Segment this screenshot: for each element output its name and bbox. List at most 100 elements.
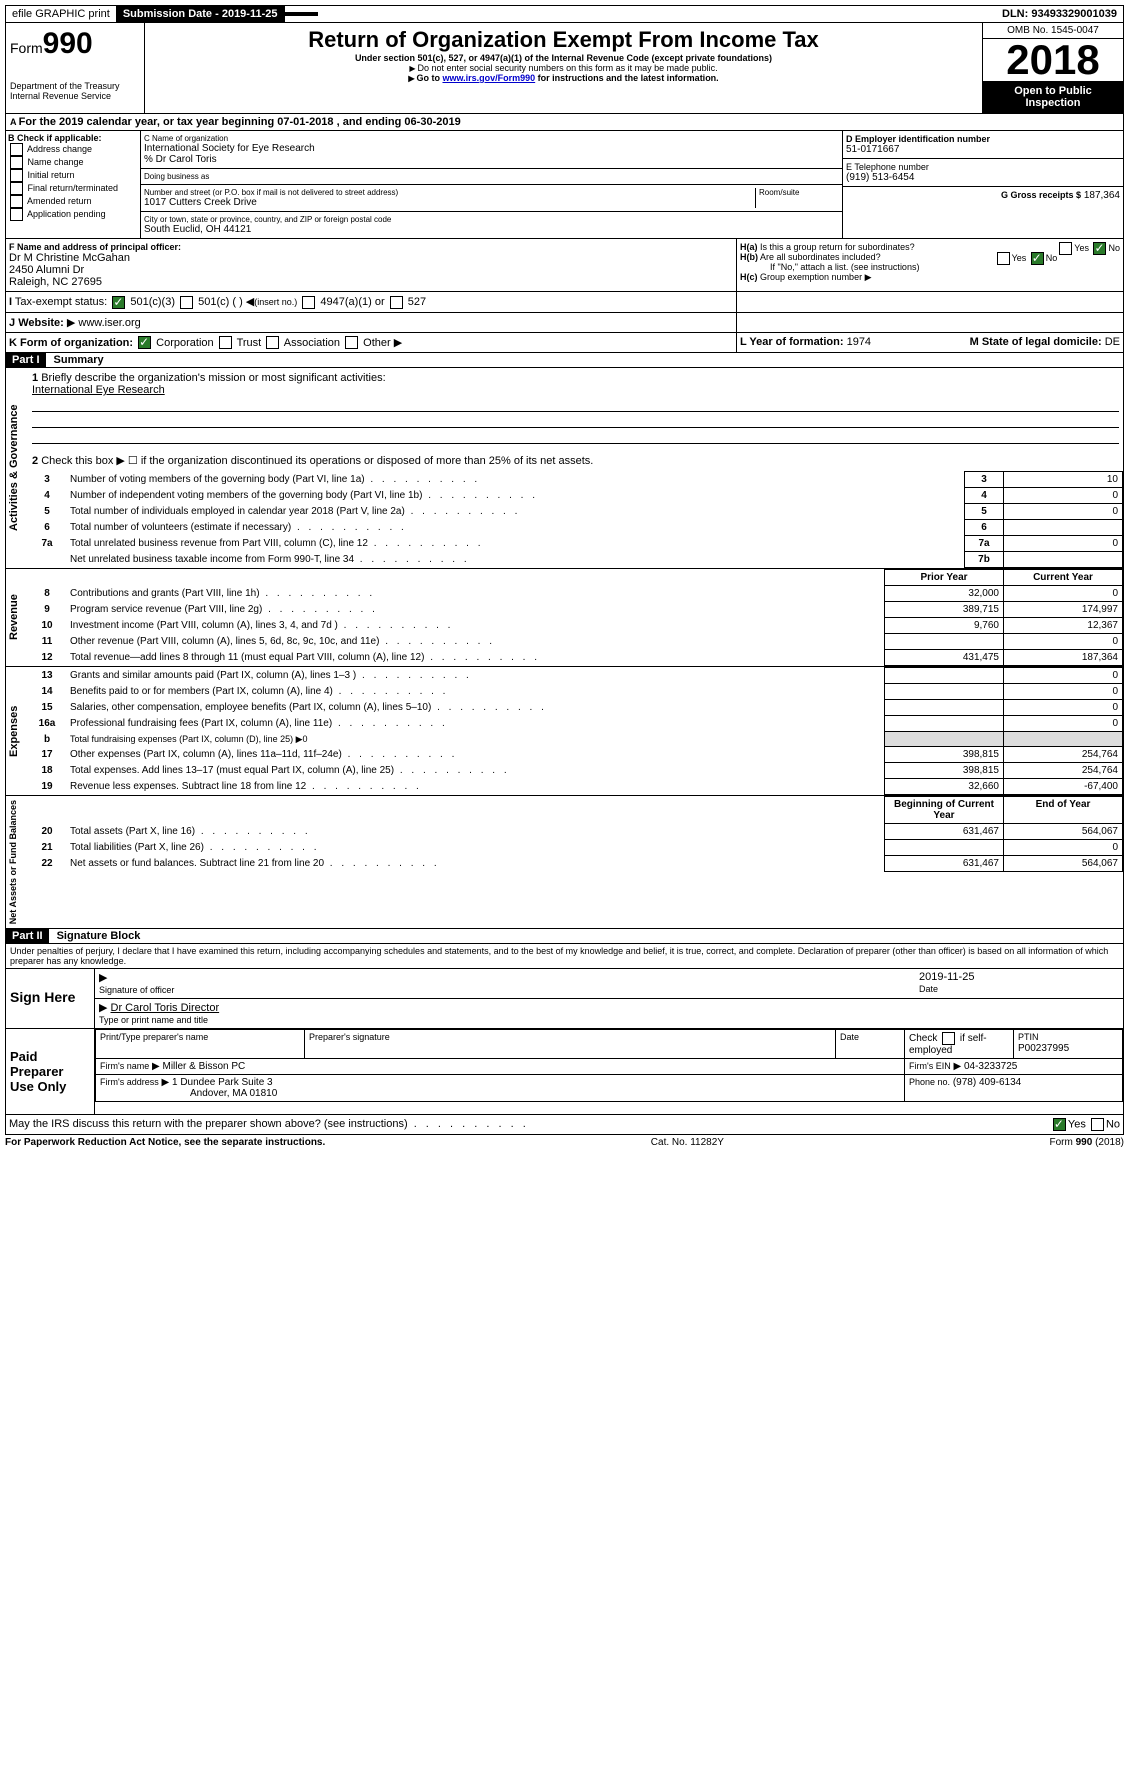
revenue-table: Prior YearCurrent Year8Contributions and… — [28, 569, 1123, 666]
hb-no[interactable] — [1031, 252, 1044, 265]
hb-yes[interactable] — [997, 252, 1010, 265]
check-amended[interactable] — [10, 195, 23, 208]
info-grid: B Check if applicable: Address change Na… — [5, 131, 1124, 239]
revenue-section: Revenue Prior YearCurrent Year8Contribut… — [5, 569, 1124, 667]
irs-link[interactable]: www.irs.gov/Form990 — [442, 73, 535, 83]
submission-date: Submission Date - 2019-11-25 — [117, 6, 285, 22]
firm-phone: (978) 409-6134 — [953, 1077, 1021, 1088]
street: 1017 Cutters Creek Drive — [144, 197, 755, 208]
dba-label: Doing business as — [144, 172, 839, 181]
chk-corp[interactable] — [138, 336, 151, 349]
firm-ein-label: Firm's EIN — [909, 1061, 951, 1071]
goto-post: for instructions and the latest informat… — [535, 73, 719, 83]
gross-label: G Gross receipts $ — [1001, 190, 1081, 200]
discuss-row: May the IRS discuss this return with the… — [5, 1115, 1124, 1135]
check-address[interactable] — [10, 143, 23, 156]
website-label: Website: — [18, 317, 64, 329]
year-form-val: 1974 — [847, 336, 871, 348]
side-revenue: Revenue — [6, 569, 28, 666]
chk-assoc[interactable] — [266, 336, 279, 349]
discuss-no[interactable] — [1091, 1118, 1104, 1131]
part1-title: Summary — [46, 354, 104, 366]
check-name[interactable] — [10, 156, 23, 169]
governance-section: Activities & Governance 1 Briefly descri… — [5, 368, 1124, 569]
footer-center: Cat. No. 11282Y — [651, 1137, 724, 1148]
addr-label: Number and street (or P.O. box if mail i… — [144, 188, 755, 197]
officer-name: Dr M Christine McGahan — [9, 252, 733, 264]
ein-label: D Employer identification number — [846, 134, 1120, 144]
sign-label: Sign Here — [6, 969, 95, 1028]
phone-value: (919) 513-6454 — [846, 172, 1120, 183]
chk-trust[interactable] — [219, 336, 232, 349]
check-final[interactable] — [10, 182, 23, 195]
goto-pre: Go to — [408, 73, 442, 83]
org-name-label: C Name of organization — [144, 134, 839, 143]
box-b-title: B Check if applicable: — [8, 133, 138, 143]
officer-addr2: Raleigh, NC 27695 — [9, 276, 733, 288]
dropdown-icon[interactable] — [285, 12, 318, 16]
form-subtitle: Under section 501(c), 527, or 4947(a)(1)… — [149, 53, 978, 63]
discuss-yes[interactable] — [1053, 1118, 1066, 1131]
governance-table: 3Number of voting members of the governi… — [28, 471, 1123, 568]
tax-status-label: Tax-exempt status: — [15, 296, 107, 308]
sig-date-label: Date — [919, 984, 938, 994]
mission-value: International Eye Research — [32, 384, 165, 396]
footer-left: For Paperwork Reduction Act Notice, see … — [5, 1137, 325, 1148]
firm-name: Miller & Bisson PC — [162, 1061, 245, 1072]
ssn-note: Do not enter social security numbers on … — [149, 63, 978, 73]
row-k: K Form of organization: Corporation Trus… — [5, 333, 1124, 354]
sign-here: Sign Here ▶Signature of officer 2019-11-… — [5, 969, 1124, 1029]
form-prefix: Form — [10, 40, 43, 56]
city-label: City or town, state or province, country… — [144, 215, 839, 224]
irs-label: Internal Revenue Service — [10, 91, 140, 101]
officer-label: F Name and address of principal officer: — [9, 242, 733, 252]
expenses-table: 13Grants and similar amounts paid (Part … — [28, 667, 1123, 795]
open-public: Open to Public Inspection — [983, 81, 1123, 113]
room-label: Room/suite — [759, 188, 839, 197]
ptin-label: PTIN — [1018, 1032, 1039, 1042]
gross-value: 187,364 — [1084, 190, 1120, 201]
h-a: Is this a group return for subordinates? — [760, 242, 915, 252]
ha-yes[interactable] — [1059, 242, 1072, 255]
h-note: If "No," attach a list. (see instruction… — [740, 262, 1120, 272]
check-initial[interactable] — [10, 169, 23, 182]
form-title: Return of Organization Exempt From Incom… — [149, 27, 978, 53]
sig-type-label: Type or print name and title — [99, 1015, 208, 1025]
row-f-h: F Name and address of principal officer:… — [5, 239, 1124, 292]
firm-addr-label: Firm's address — [100, 1077, 159, 1087]
expenses-section: Expenses 13Grants and similar amounts pa… — [5, 667, 1124, 796]
org-name: International Society for Eye Research — [144, 143, 839, 154]
chk-other[interactable] — [345, 336, 358, 349]
line2: Check this box ▶ ☐ if the organization d… — [41, 455, 593, 467]
state-val: DE — [1105, 336, 1120, 348]
city: South Euclid, OH 44121 — [144, 224, 839, 235]
firm-phone-label: Phone no. — [909, 1077, 950, 1087]
mission-label: Briefly describe the organization's miss… — [41, 372, 385, 384]
top-toolbar: efile GRAPHIC print Submission Date - 20… — [5, 5, 1124, 23]
footer-right: Form 990 (2018) — [1050, 1137, 1125, 1148]
perjury-text: Under penalties of perjury, I declare th… — [5, 944, 1124, 969]
check-pending[interactable] — [10, 208, 23, 221]
side-governance: Activities & Governance — [6, 368, 28, 568]
chk-527[interactable] — [390, 296, 403, 309]
chk-501c[interactable] — [180, 296, 193, 309]
paid-label: Paid Preparer Use Only — [6, 1029, 95, 1114]
prep-date-h: Date — [840, 1032, 859, 1042]
paid-preparer: Paid Preparer Use Only Print/Type prepar… — [5, 1029, 1124, 1115]
sig-name: Dr Carol Toris Director — [111, 1002, 220, 1014]
org-co: % Dr Carol Toris — [144, 154, 839, 165]
officer-addr1: 2450 Alumni Dr — [9, 264, 733, 276]
phone-label: E Telephone number — [846, 162, 1120, 172]
chk-self-emp[interactable] — [942, 1032, 955, 1045]
dln-number: DLN: 93493329001039 — [996, 6, 1123, 22]
part2-header: Part II Signature Block — [5, 929, 1124, 944]
efile-label[interactable]: efile GRAPHIC print — [6, 6, 117, 22]
firm-addr2: Andover, MA 01810 — [100, 1088, 277, 1099]
ptin-val: P00237995 — [1018, 1043, 1069, 1054]
chk-501c3[interactable] — [112, 296, 125, 309]
dept-treasury: Department of the Treasury — [10, 81, 140, 91]
ha-no[interactable] — [1093, 242, 1106, 255]
year-form-label: L Year of formation: — [740, 336, 844, 348]
chk-4947[interactable] — [302, 296, 315, 309]
ein-value: 51-0171667 — [846, 144, 1120, 155]
